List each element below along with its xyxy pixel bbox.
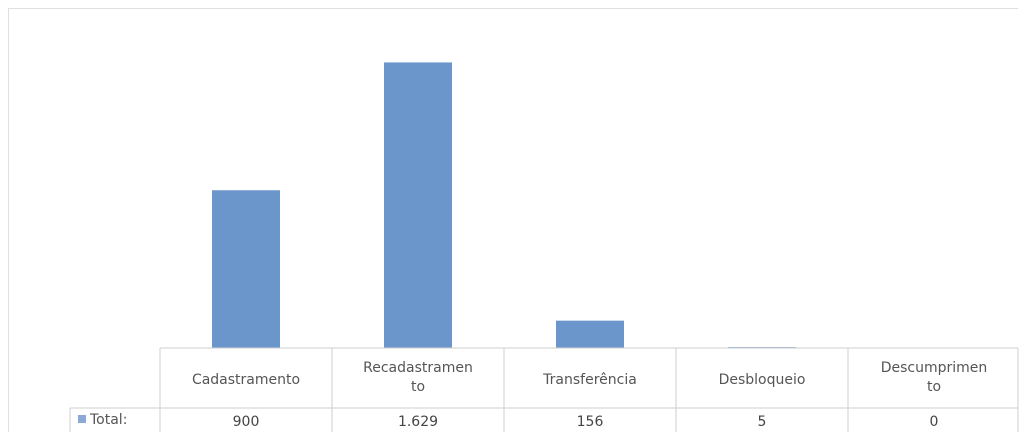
value-label: 900 <box>233 414 260 430</box>
legend-key <box>78 415 86 423</box>
category-label: Desbloqueio <box>719 372 806 388</box>
category-label: Descumprimen to <box>881 360 988 395</box>
bar-recadastramento <box>384 62 452 348</box>
value-label: 1.629 <box>398 414 438 430</box>
bar-cadastramento <box>212 190 280 348</box>
value-label: 156 <box>577 414 604 430</box>
category-label: Recadastramen to <box>363 360 473 395</box>
category-label: Cadastramento <box>192 372 300 388</box>
bar-transferência <box>556 320 624 348</box>
value-label: 0 <box>930 414 939 430</box>
legend-label: Total: <box>89 412 127 428</box>
category-label: Transferência <box>542 372 637 388</box>
chart-frame <box>8 8 1018 432</box>
value-label: 5 <box>758 414 767 430</box>
